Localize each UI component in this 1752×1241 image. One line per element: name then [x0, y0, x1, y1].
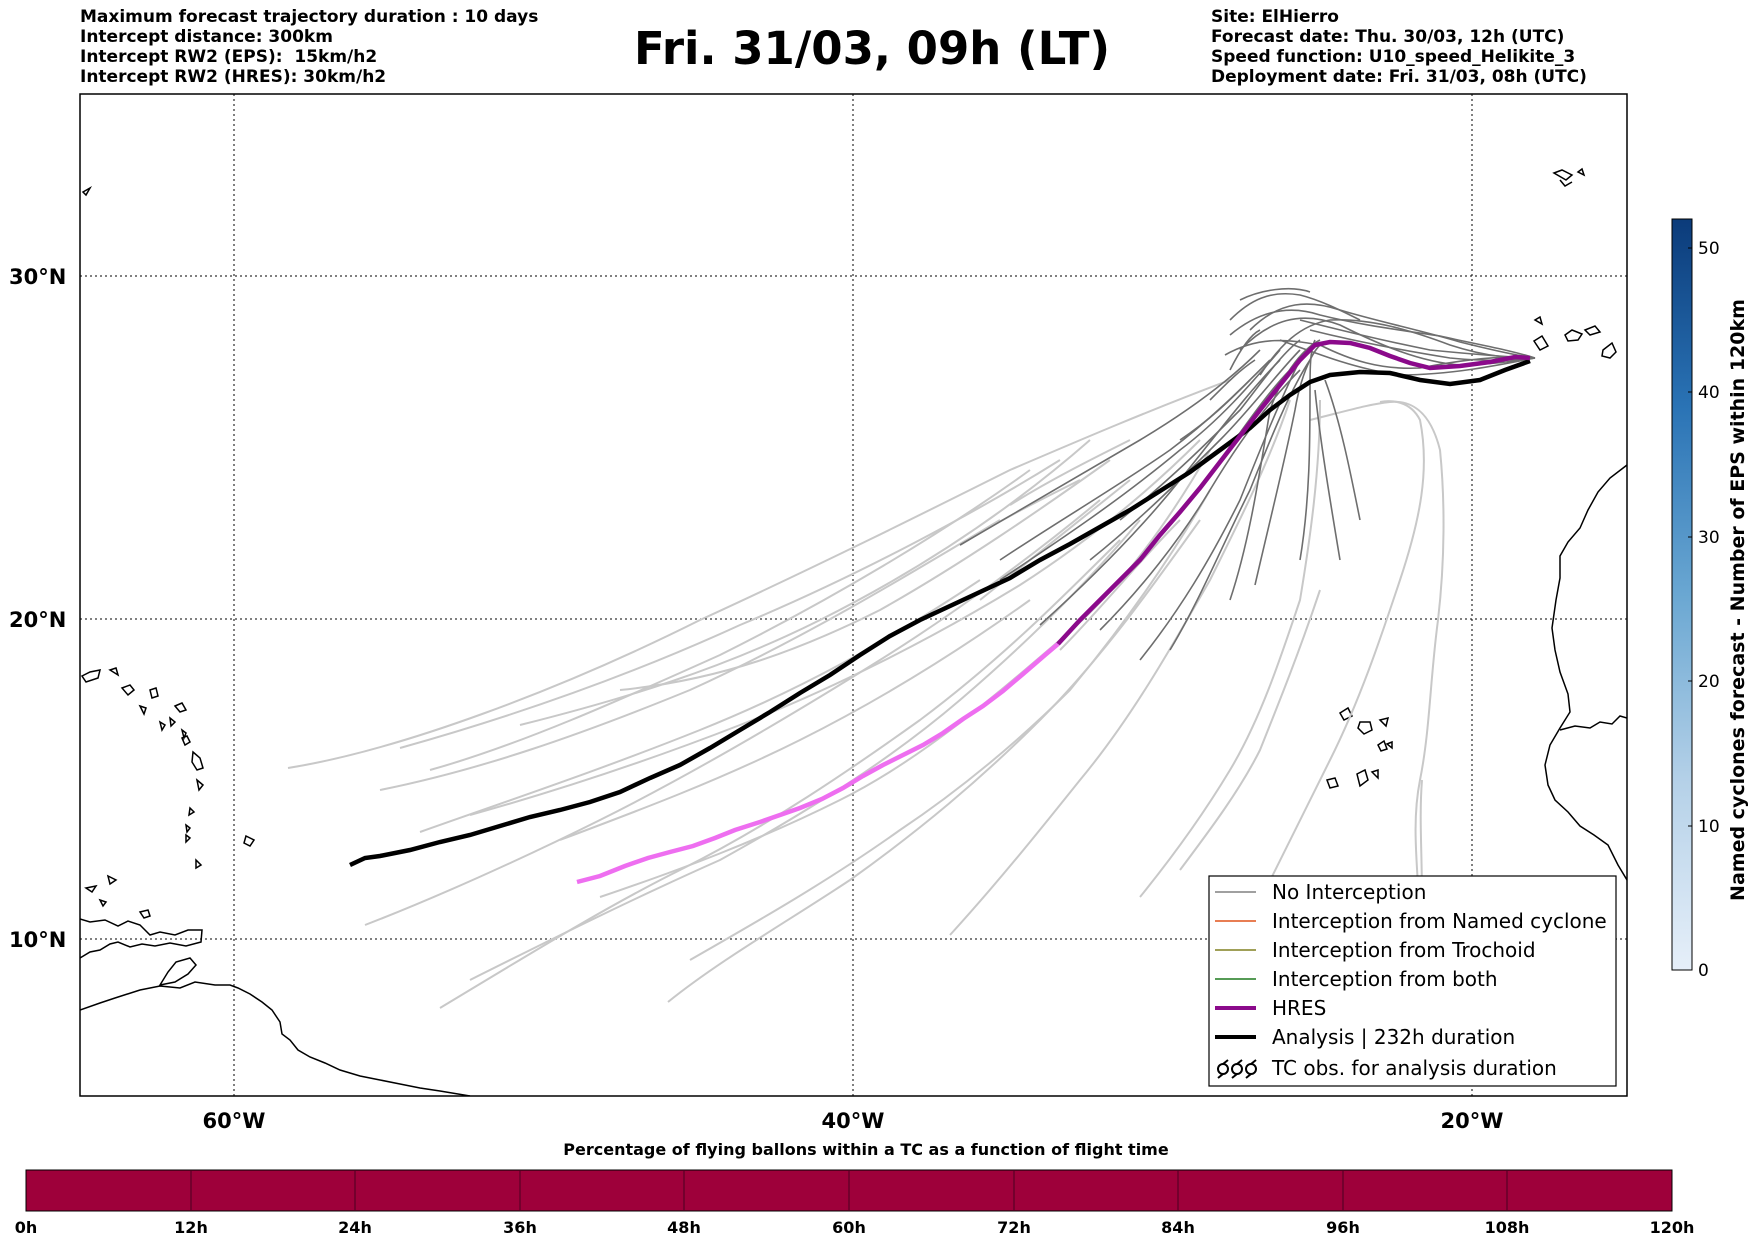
coast-trinidad [158, 957, 197, 987]
colorbar-bottom-tick-84h: 84h [1161, 1218, 1195, 1237]
coastlines [80, 167, 1627, 1096]
cyclone-symbol-icon [1217, 1059, 1257, 1079]
ensemble-trajectories-light [287, 379, 1445, 1009]
colorbar-bottom: Percentage of flying ballons within a TC… [15, 1140, 1695, 1237]
colorbar-bottom-tick-120h: 120h [1650, 1218, 1695, 1237]
param-intercept-distance: Intercept distance: 300km [80, 27, 333, 47]
coast-west-africa [1544, 464, 1627, 881]
coast-north-africa-corner [1559, 179, 1573, 187]
colorbar-right-gradient [1671, 218, 1693, 971]
colorbar-bottom-tick-0h: 0h [15, 1218, 38, 1237]
colorbar-right-ticks [1688, 247, 1692, 971]
param-rw2-hres: Intercept RW2 (HRES): 30km/h2 [80, 67, 387, 87]
forecast-info: Site: ElHierro Forecast date: Thu. 30/03… [1211, 7, 1587, 87]
lon-label-40w: 40°W [822, 1109, 885, 1133]
info-site: Site: ElHierro [1211, 7, 1339, 27]
colorbar-bottom-title: Percentage of flying ballons within a TC… [563, 1140, 1169, 1159]
legend-label-hres: HRES [1272, 996, 1326, 1020]
param-rw2-eps: Intercept RW2 (EPS): 15km/h2 [80, 47, 378, 67]
map-frame [79, 93, 1628, 1097]
legend-label-analysis: Analysis | 232h duration [1272, 1025, 1515, 1049]
coast-africa-senegal-detail [1559, 715, 1627, 731]
colorbar-right-tick-30: 30 [1698, 528, 1720, 548]
lon-label-60w: 60°W [203, 1109, 266, 1133]
colorbar-bottom-tick-108h: 108h [1485, 1218, 1530, 1237]
coast-cape-verde [1326, 706, 1393, 789]
legend: No Interception Interception from Named … [1208, 875, 1617, 1087]
analysis-trajectory [349, 358, 1531, 868]
info-forecast-date: Forecast date: Thu. 30/03, 12h (UTC) [1211, 27, 1565, 47]
colorbar-bottom-ticks [190, 1170, 1508, 1211]
colorbar-bottom-tick-24h: 24h [338, 1218, 372, 1237]
param-duration: Maximum forecast trajectory duration : 1… [80, 7, 539, 27]
colorbar-right-label: Named cyclones forecast - Number of EPS … [1727, 299, 1749, 901]
colorbar-bottom-tick-72h: 72h [997, 1218, 1031, 1237]
colorbar-right-tick-10: 10 [1698, 817, 1720, 837]
colorbar-right-tick-0: 0 [1698, 961, 1709, 981]
colorbar-bottom-tick-36h: 36h [503, 1218, 537, 1237]
lat-label-30n: 30°N [9, 265, 66, 289]
colorbar-bottom-tick-12h: 12h [174, 1218, 208, 1237]
legend-box [1208, 875, 1617, 1087]
coast-canary-islands [1532, 315, 1617, 359]
colorbar-right-tick-40: 40 [1698, 383, 1720, 403]
hres-trajectory [1056, 339, 1531, 646]
page-title: Fri. 31/03, 09h (LT) [634, 22, 1111, 75]
colorbar-right-tick-50: 50 [1698, 239, 1720, 259]
hres-trajectory-light [576, 642, 1060, 885]
legend-label-tc-obs: TC obs. for analysis duration [1271, 1056, 1557, 1080]
info-deployment-date: Deployment date: Fri. 31/03, 08h (UTC) [1211, 67, 1587, 87]
colorbar-right-tick-20: 20 [1698, 672, 1720, 692]
coast-venezuela-gulf [80, 918, 203, 959]
legend-label-named-cyclone: Interception from Named cyclone [1272, 909, 1607, 933]
colorbar-bottom-tick-60h: 60h [832, 1218, 866, 1237]
colorbar-bottom-tick-96h: 96h [1326, 1218, 1360, 1237]
ensemble-trajectories-dark [959, 287, 1536, 661]
coast-dot-1 [81, 185, 93, 197]
run-parameters: Maximum forecast trajectory duration : 1… [80, 7, 538, 87]
coast-south-america [80, 981, 471, 1096]
coast-madeira [1552, 167, 1586, 181]
coast-lesser-antilles [180, 728, 205, 870]
lat-label-10n: 10°N [9, 928, 66, 952]
colorbar-right: 0 10 20 30 40 50 Named cyclones forecast… [1671, 218, 1749, 981]
coast-caribbean-islands [80, 667, 256, 919]
lon-label-20w: 20°W [1441, 1109, 1504, 1133]
legend-label-no-interception: No Interception [1272, 880, 1426, 904]
legend-label-trochoid: Interception from Trochoid [1272, 938, 1536, 962]
lat-label-20n: 20°N [9, 608, 66, 632]
legend-label-both: Interception from both [1272, 967, 1498, 991]
colorbar-bottom-tick-48h: 48h [667, 1218, 701, 1237]
info-speed-function: Speed function: U10_speed_Helikite_3 [1211, 47, 1576, 67]
